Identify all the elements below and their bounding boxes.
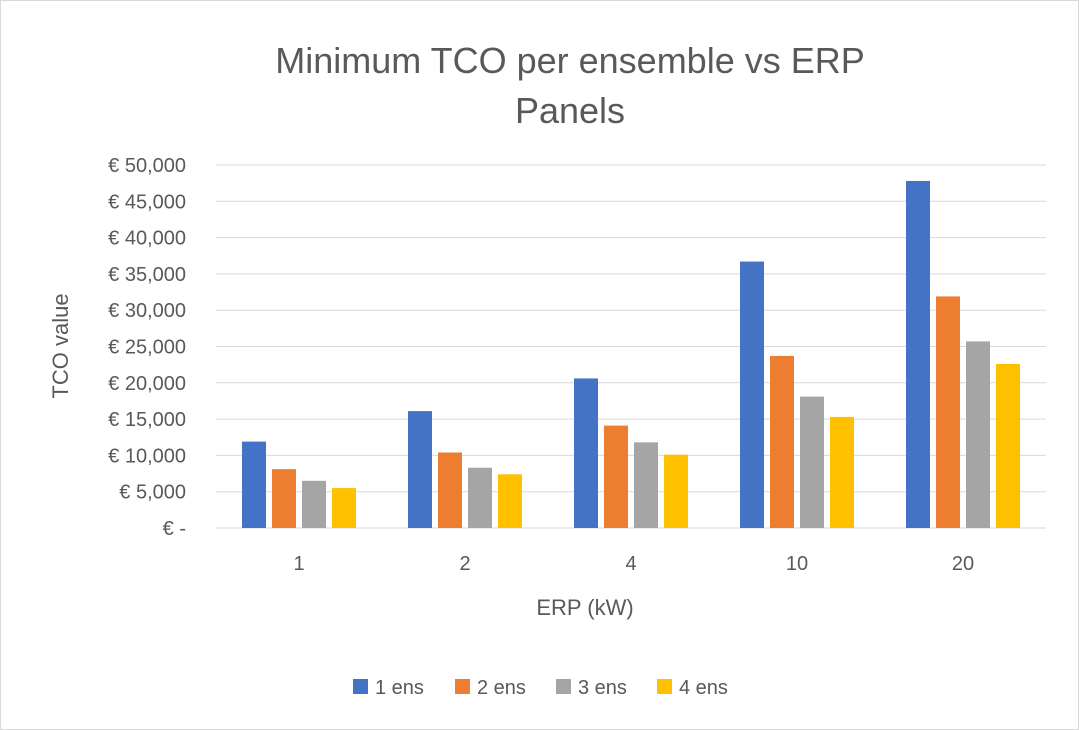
bar-4-ens-erp-20 xyxy=(996,363,1020,528)
bar-2-ens-erp-1 xyxy=(272,469,296,528)
legend-label: 1 ens xyxy=(375,677,424,699)
x-axis-ticks: 1 2 4 10 20 xyxy=(293,553,974,575)
y-tick-label: € 15,000 xyxy=(108,409,186,431)
bar-3-ens-erp-4 xyxy=(634,442,658,528)
bar-2-ens-erp-2 xyxy=(438,452,462,528)
legend-swatch xyxy=(353,679,368,694)
y-tick-label: € 20,000 xyxy=(108,373,186,395)
x-tick-label: 4 xyxy=(625,553,636,575)
x-tick-label: 2 xyxy=(459,553,470,575)
y-tick-label: € 40,000 xyxy=(108,228,186,250)
legend-swatch xyxy=(556,679,571,694)
bar-3-ens-erp-20 xyxy=(966,341,990,528)
y-tick-label: € 45,000 xyxy=(108,191,186,213)
x-tick-label: 20 xyxy=(952,553,974,575)
legend-swatch xyxy=(455,679,470,694)
bar-3-ens-erp-10 xyxy=(800,396,824,528)
y-tick-label: € 50,000 xyxy=(108,155,186,177)
legend-label: 3 ens xyxy=(578,677,627,699)
bar-1-ens-erp-4 xyxy=(574,378,598,528)
bar-2-ens-erp-20 xyxy=(936,296,960,528)
legend-label: 4 ens xyxy=(679,677,728,699)
bar-2-ens-erp-4 xyxy=(604,425,628,528)
legend-swatch xyxy=(657,679,672,694)
legend-label: 2 ens xyxy=(477,677,526,699)
y-axis-ticks: € - € 5,000 € 10,000 € 15,000 € 20,000 € 25,0… xyxy=(108,155,186,540)
bar-4-ens-erp-1 xyxy=(332,488,356,528)
bar-1-ens-erp-1 xyxy=(242,441,266,528)
bars xyxy=(242,180,1020,529)
legend: 1 ens 2 ens 3 ens 4 ens xyxy=(353,677,728,699)
bar-4-ens-erp-2 xyxy=(498,474,522,528)
bar-2-ens-erp-10 xyxy=(770,355,794,528)
bar-1-ens-erp-20 xyxy=(906,180,930,529)
y-tick-label: € 10,000 xyxy=(108,445,186,467)
bar-1-ens-erp-10 xyxy=(740,261,764,528)
y-tick-label: € 5,000 xyxy=(119,482,186,504)
bar-1-ens-erp-2 xyxy=(408,411,432,528)
bar-3-ens-erp-1 xyxy=(302,480,326,528)
chart-title-line-2: Panels xyxy=(515,90,625,131)
bar-4-ens-erp-10 xyxy=(830,416,854,528)
chart-title-line-1: Minimum TCO per ensemble vs ERP xyxy=(275,40,865,81)
y-tick-label: € 35,000 xyxy=(108,264,186,286)
y-tick-label: € - xyxy=(163,518,186,540)
y-tick-label: € 25,000 xyxy=(108,337,186,359)
y-tick-label: € 30,000 xyxy=(108,300,186,322)
bar-4-ens-erp-4 xyxy=(664,454,688,528)
bar-3-ens-erp-2 xyxy=(468,467,492,528)
x-axis-title: ERP (kW) xyxy=(536,595,633,620)
x-tick-label: 1 xyxy=(293,553,304,575)
y-axis-title: TCO value xyxy=(48,293,73,398)
x-tick-label: 10 xyxy=(786,553,808,575)
